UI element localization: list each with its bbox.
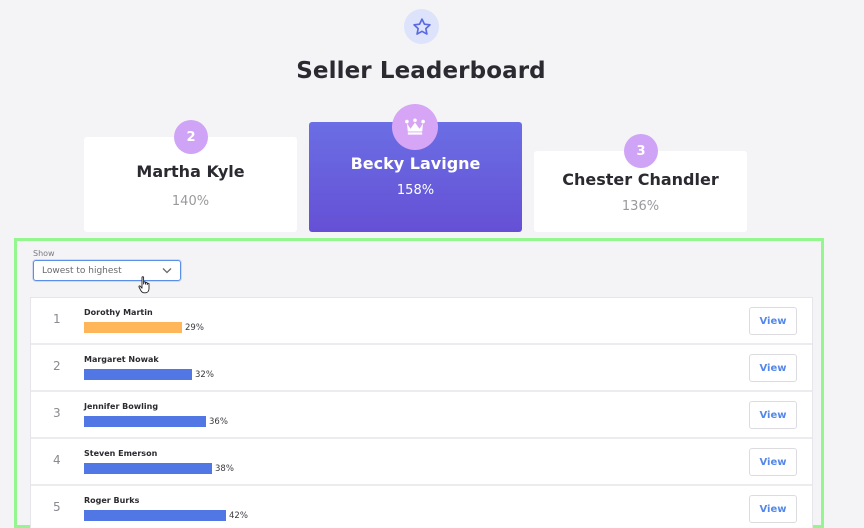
view-button[interactable]: View xyxy=(749,307,797,335)
bar-percent: 32% xyxy=(195,369,214,380)
bar-percent: 42% xyxy=(229,510,248,521)
row-name: Margaret Nowak xyxy=(84,355,159,364)
progress-bar: 36% xyxy=(84,416,228,427)
table-row: 2 Margaret Nowak 32% View xyxy=(31,345,812,392)
chevron-down-icon xyxy=(162,267,172,274)
sort-select[interactable]: Lowest to highest xyxy=(33,260,181,281)
crown-icon xyxy=(405,118,425,135)
bar-fill xyxy=(84,510,226,521)
view-button[interactable]: View xyxy=(749,354,797,382)
row-rank: 5 xyxy=(53,500,61,514)
row-name: Jennifer Bowling xyxy=(84,402,159,411)
row-rank: 3 xyxy=(53,406,61,420)
podium-name: Becky Lavigne xyxy=(350,154,481,173)
crown-badge xyxy=(392,104,438,150)
podium-percent: 140% xyxy=(171,194,210,209)
progress-bar: 42% xyxy=(84,510,248,521)
row-name: Roger Burks xyxy=(84,496,140,505)
show-label: Show xyxy=(33,249,55,258)
podium-percent: 158% xyxy=(396,183,435,198)
progress-bar: 29% xyxy=(84,322,204,333)
leaderboard-panel: Show Lowest to highest 1 Dorothy Martin … xyxy=(14,238,824,528)
star-icon xyxy=(412,17,431,35)
bar-percent: 36% xyxy=(209,416,228,427)
view-button[interactable]: View xyxy=(749,495,797,523)
rank-badge-3: 3 xyxy=(624,134,658,168)
progress-bar: 32% xyxy=(84,369,214,380)
sort-select-value: Lowest to highest xyxy=(42,265,122,276)
bar-percent: 29% xyxy=(185,322,204,333)
row-name: Steven Emerson xyxy=(84,449,158,458)
rank-badge-2: 2 xyxy=(174,120,208,154)
bar-percent: 38% xyxy=(215,463,234,474)
view-button[interactable]: View xyxy=(749,401,797,429)
table-row: 3 Jennifer Bowling 36% View xyxy=(31,392,812,439)
bar-fill xyxy=(84,369,192,380)
row-name: Dorothy Martin xyxy=(84,308,153,317)
row-rank: 2 xyxy=(53,359,61,373)
table-row: 4 Steven Emerson 38% View xyxy=(31,439,812,486)
table-row: 1 Dorothy Martin 29% View xyxy=(31,298,812,345)
leaderboard-list: 1 Dorothy Martin 29% View 2 Margaret Now… xyxy=(30,297,813,528)
row-rank: 1 xyxy=(53,312,61,326)
podium-card-first: Becky Lavigne 158% xyxy=(309,122,522,232)
bar-fill xyxy=(84,322,182,333)
podium-name: Martha Kyle xyxy=(136,162,245,181)
podium-name: Chester Chandler xyxy=(562,170,719,189)
bar-fill xyxy=(84,463,212,474)
hand-cursor-icon xyxy=(138,276,152,298)
podium-percent: 136% xyxy=(621,199,660,214)
star-icon-badge xyxy=(404,9,439,44)
table-row: 5 Roger Burks 42% View xyxy=(31,486,812,528)
row-rank: 4 xyxy=(53,453,61,467)
progress-bar: 38% xyxy=(84,463,234,474)
view-button[interactable]: View xyxy=(749,448,797,476)
page-title: Seller Leaderboard xyxy=(296,58,546,84)
bar-fill xyxy=(84,416,206,427)
